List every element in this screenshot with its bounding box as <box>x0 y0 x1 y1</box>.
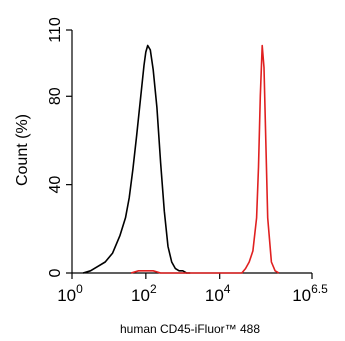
x-tick-label: 100 <box>57 282 83 305</box>
y-tick-label: 40 <box>47 176 64 194</box>
x-tick-label: 104 <box>205 282 231 305</box>
x-tick-label: 106.5 <box>292 282 328 305</box>
x-tick-label: 102 <box>131 282 157 305</box>
x-tick-exponent: 0 <box>76 282 83 296</box>
y-tick-label: 80 <box>47 87 64 105</box>
x-tick-exponent: 2 <box>150 282 157 296</box>
y-tick-label: 110 <box>47 17 64 43</box>
x-tick-base: 10 <box>131 286 150 305</box>
x-tick-exponent: 4 <box>224 282 231 296</box>
y-axis-title: Count (%) <box>14 114 31 186</box>
x-tick-base: 10 <box>57 286 76 305</box>
x-tick-base: 10 <box>292 286 311 305</box>
y-tick-label: 0 <box>47 268 64 277</box>
x-tick-exponent: 6.5 <box>311 282 328 296</box>
histogram-series-line-0 <box>82 44 191 274</box>
x-tick-base: 10 <box>205 286 224 305</box>
x-axis-title: human CD45-iFluor™ 488 <box>120 322 260 336</box>
histogram-series-line-1 <box>130 44 280 274</box>
